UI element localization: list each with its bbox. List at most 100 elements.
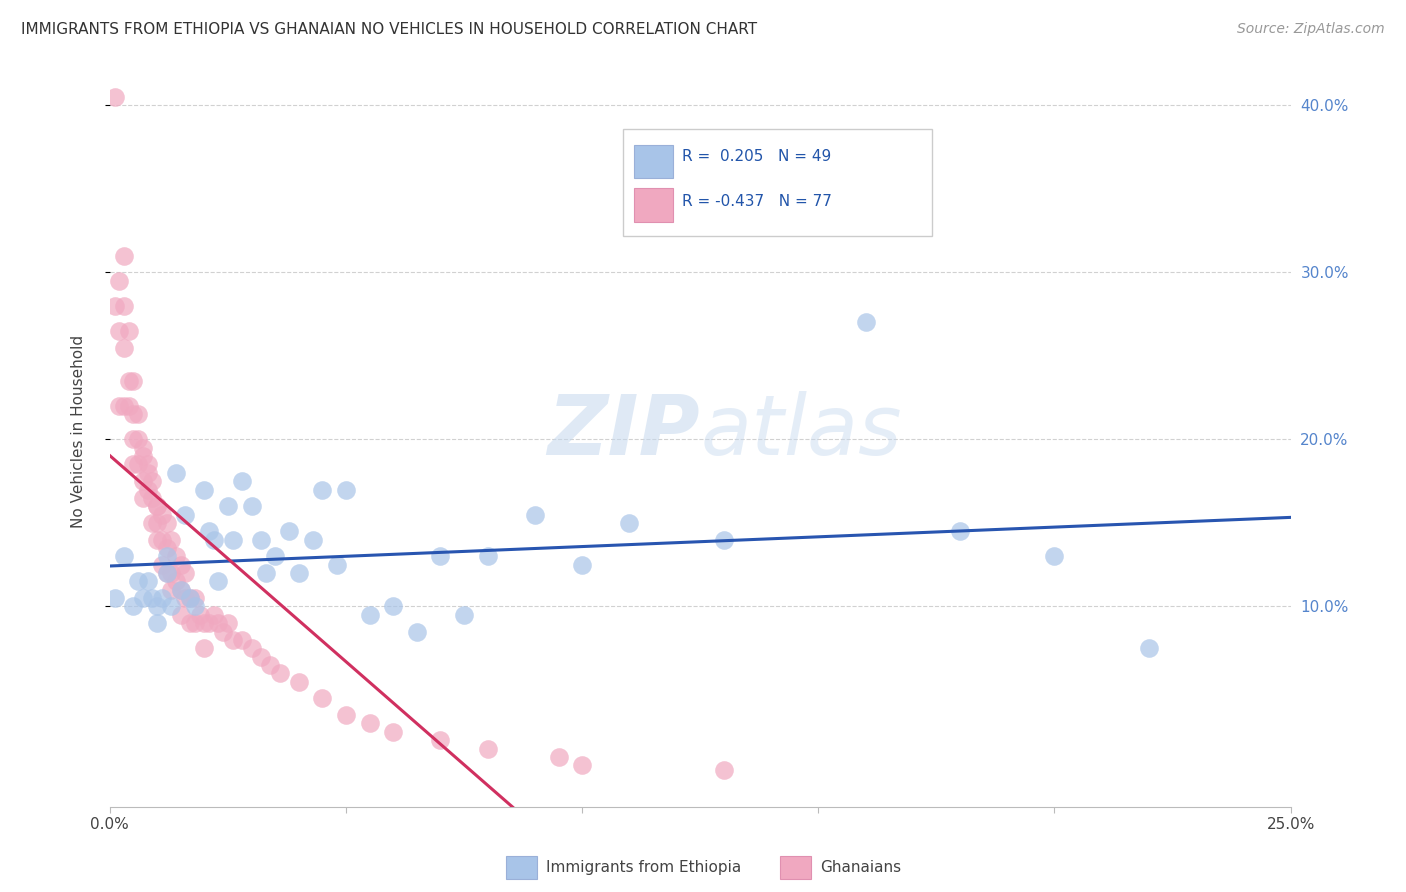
Point [429,549,451,564]
Point [254,566,277,580]
Point [250,649,273,664]
Point [103,299,125,313]
Point [259,657,281,672]
Point [359,716,381,731]
Point [713,763,735,777]
Point [160,566,183,580]
Point [713,533,735,547]
Point [141,591,163,606]
Point [122,458,145,472]
Point [146,500,169,514]
Point [453,607,475,622]
Point [287,566,309,580]
Point [150,508,173,522]
Point [170,582,193,597]
Point [202,607,225,622]
Text: Ghanaians: Ghanaians [820,860,901,875]
Point [165,466,187,480]
Point [165,574,187,589]
Point [132,491,155,505]
Point [150,533,173,547]
Point [231,632,253,647]
Point [188,607,211,622]
Point [382,599,405,614]
Point [174,591,197,606]
Point [302,533,325,547]
Point [112,549,135,564]
Point [132,474,155,488]
Point [179,591,201,606]
Point [221,632,243,647]
Point [571,558,593,572]
Point [122,433,145,447]
Point [108,399,131,413]
Point [198,524,221,539]
Point [170,558,193,572]
Point [141,516,163,530]
Point [146,516,169,530]
Point [118,374,141,388]
Point [118,324,141,338]
Point [429,733,451,747]
Point [335,708,357,723]
Point [325,558,347,572]
Point [118,399,141,413]
Point [382,724,405,739]
Point [250,533,273,547]
Point [103,591,125,606]
Point [405,624,427,639]
Point [240,641,263,656]
Point [160,599,183,614]
Point [146,500,169,514]
Point [112,341,135,355]
Point [1043,549,1066,564]
Point [127,433,149,447]
Point [217,500,239,514]
Point [160,582,183,597]
Point [141,474,163,488]
Point [193,641,215,656]
Point [221,533,243,547]
Point [165,549,187,564]
Point [155,541,177,555]
Point [170,607,193,622]
Point [477,741,499,756]
Point [231,474,253,488]
Point [136,574,159,589]
Point [146,533,169,547]
Point [311,483,333,497]
Point [193,483,215,497]
Point [155,566,177,580]
Point [571,758,593,772]
Point [132,591,155,606]
Point [217,616,239,631]
Text: atlas: atlas [700,391,901,472]
Point [170,582,193,597]
Text: Source: ZipAtlas.com: Source: ZipAtlas.com [1237,22,1385,37]
Point [155,566,177,580]
Point [278,524,301,539]
Point [193,616,215,631]
Text: R = -0.437   N = 77: R = -0.437 N = 77 [682,194,831,209]
Point [287,674,309,689]
Point [150,591,173,606]
Point [174,508,197,522]
Point [207,616,229,631]
Text: Immigrants from Ethiopia: Immigrants from Ethiopia [546,860,741,875]
Point [949,524,972,539]
Point [136,483,159,497]
Point [179,591,201,606]
Point [240,500,263,514]
Point [146,599,169,614]
Point [160,533,183,547]
Point [335,483,357,497]
Point [855,316,877,330]
Point [136,466,159,480]
Point [108,324,131,338]
Point [103,90,125,104]
Point [269,666,291,681]
Point [155,516,177,530]
Point [523,508,546,522]
Point [547,749,569,764]
Point [198,616,221,631]
